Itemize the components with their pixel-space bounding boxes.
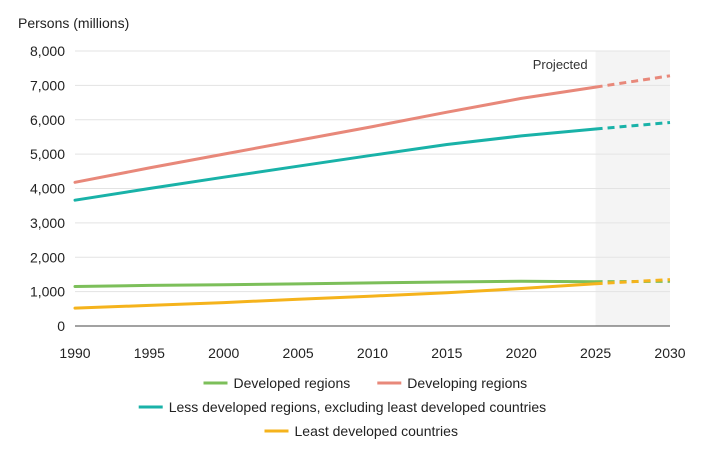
x-tick-label: 1990 (59, 345, 90, 361)
projection-label: Projected (533, 57, 588, 72)
y-tick-label: 8,000 (30, 43, 65, 59)
x-tick-label: 1995 (134, 345, 165, 361)
x-tick-label: 2015 (431, 345, 462, 361)
x-tick-label: 2025 (580, 345, 611, 361)
legend-label: Least developed countries (295, 423, 458, 439)
series-line-actual (73, 85, 598, 184)
series-layer (73, 74, 671, 310)
series-line-actual (73, 282, 598, 310)
y-tick-label: 2,000 (30, 249, 65, 265)
series-line-actual (73, 279, 598, 288)
legend-label: Developed regions (234, 375, 351, 391)
x-tick-label: 2000 (208, 345, 239, 361)
legend-label: Developing regions (407, 375, 527, 391)
x-tick-label: 2030 (654, 345, 685, 361)
y-axis-title: Persons (millions) (18, 15, 129, 31)
series-line-projected (595, 121, 671, 131)
y-tick-label: 3,000 (30, 215, 65, 231)
y-tick-label: 4,000 (30, 181, 65, 197)
series-line-projected (595, 278, 671, 286)
x-tick-label: 2020 (506, 345, 537, 361)
legend-label: Less developed regions, excluding least … (169, 399, 546, 415)
y-tick-label: 0 (57, 318, 65, 334)
series-line-actual (73, 127, 598, 202)
y-tick-label: 1,000 (30, 284, 65, 300)
y-tick-label: 5,000 (30, 146, 65, 162)
y-tick-label: 6,000 (30, 112, 65, 128)
legend: Developed regions Developing regions Less … (138, 375, 546, 439)
y-tick-label: 7,000 (30, 77, 65, 93)
grid-layer (75, 50, 670, 293)
series-line-projected (595, 74, 671, 89)
x-tick-label: 2010 (357, 345, 388, 361)
x-tick-label: 2005 (283, 345, 314, 361)
axis-layer: 0 1,000 2,000 3,000 4,000 5,000 6,000 7,000 8,00… (30, 43, 686, 361)
